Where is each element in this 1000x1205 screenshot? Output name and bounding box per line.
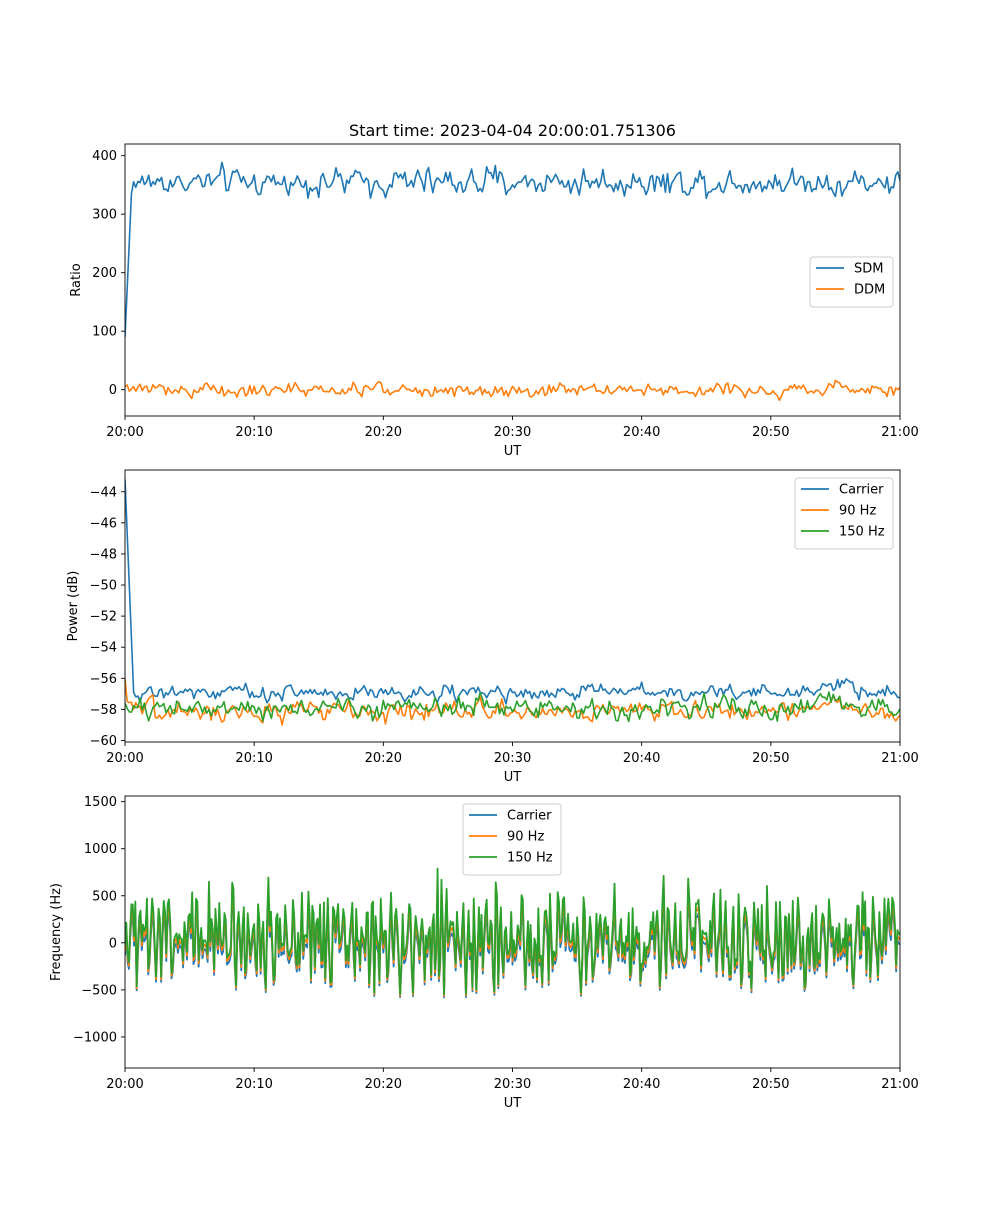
x-tick-label: 20:40 [623, 1077, 660, 1092]
x-tick-label: 20:30 [494, 425, 531, 440]
x-tick-label: 20:50 [752, 425, 789, 440]
x-tick-label: 20:00 [106, 1077, 143, 1092]
y-tick-label: 300 [92, 208, 117, 223]
legend: Carrier 90 Hz 150 Hz [794, 477, 894, 550]
series-line-150-hz [125, 691, 900, 723]
legend-label: 150 Hz [839, 525, 885, 540]
x-tick-label: 20:10 [235, 751, 272, 766]
x-tick-label: 20:50 [752, 751, 789, 766]
x-tick-label: 20:40 [623, 425, 660, 440]
y-tick-label: −1000 [73, 1030, 117, 1045]
x-tick-label: 20:30 [494, 1077, 531, 1092]
y-tick-label: −58 [90, 703, 117, 718]
x-tick-label: 20:00 [106, 751, 143, 766]
x-tick-label: 20:20 [365, 425, 402, 440]
chart-2: 20:00 20:10 20:20 20:30 20:40 20:50 21:00 −60 −5… [66, 469, 919, 785]
y-tick-label: 400 [92, 149, 117, 164]
x-tick-label: 20:40 [623, 751, 660, 766]
legend-label: DDM [854, 283, 885, 298]
y-axis-label: Frequency (Hz) [49, 883, 64, 981]
y-tick-label: −52 [90, 610, 117, 625]
x-tick-label: 21:00 [881, 1077, 918, 1092]
y-tick-label: −500 [81, 983, 117, 998]
y-tick-label: −54 [90, 641, 117, 656]
y-axis-label: Power (dB) [66, 571, 81, 642]
series-line-90-hz [125, 678, 900, 726]
x-tick-label: 20:10 [235, 1077, 272, 1092]
series-line-sdm [125, 161, 900, 338]
series-group [125, 161, 900, 402]
x-axis-label: UT [504, 1096, 522, 1111]
y-tick-label: −44 [90, 485, 117, 500]
x-axis-label: UT [504, 444, 522, 459]
y-tick-label: 1500 [84, 795, 117, 810]
axes-frame [124, 469, 901, 743]
x-tick-label: 21:00 [881, 751, 918, 766]
chart-1: 20:00 20:10 20:20 20:30 20:40 20:50 21:00 0 100 2… [69, 143, 919, 459]
y-tick-label: 0 [109, 383, 117, 398]
legend-label: Carrier [839, 483, 884, 498]
x-tick-label: 20:00 [106, 425, 143, 440]
legend: Carrier 90 Hz 150 Hz [462, 803, 562, 876]
y-tick-label: −46 [90, 516, 117, 531]
y-tick-label: 0 [109, 936, 117, 951]
y-tick-label: 200 [92, 266, 117, 281]
x-tick-label: 21:00 [881, 425, 918, 440]
series-line-carrier [125, 479, 900, 705]
x-tick-label: 20:30 [494, 751, 531, 766]
x-axis-label: UT [504, 770, 522, 785]
x-tick-label: 20:20 [365, 1077, 402, 1092]
legend-label: 90 Hz [839, 504, 876, 519]
figure-title: Start time: 2023-04-04 20:00:01.751306 [349, 121, 676, 140]
y-tick-label: 100 [92, 325, 117, 340]
series-group [125, 479, 900, 726]
legend-label: 90 Hz [507, 830, 544, 845]
y-tick-label: 500 [92, 889, 117, 904]
series-line-150-hz [125, 867, 900, 996]
y-axis-label: Ratio [69, 263, 84, 296]
y-tick-label: −56 [90, 672, 117, 687]
x-tick-label: 20:20 [365, 751, 402, 766]
x-tick-label: 20:50 [752, 1077, 789, 1092]
legend-label: Carrier [507, 809, 552, 824]
legend-box [809, 256, 894, 308]
y-tick-label: 1000 [84, 842, 117, 857]
legend-label: SDM [854, 262, 883, 277]
series-line-ddm [125, 379, 900, 402]
series-group [125, 867, 900, 999]
chart-3: 20:00 20:10 20:20 20:30 20:40 20:50 21:00 −1000… [49, 795, 919, 1111]
legend-label: 150 Hz [507, 851, 553, 866]
y-tick-label: −60 [90, 734, 117, 749]
y-tick-label: −50 [90, 579, 117, 594]
legend: SDM DDM [809, 256, 894, 308]
x-tick-label: 20:10 [235, 425, 272, 440]
y-tick-label: −48 [90, 547, 117, 562]
